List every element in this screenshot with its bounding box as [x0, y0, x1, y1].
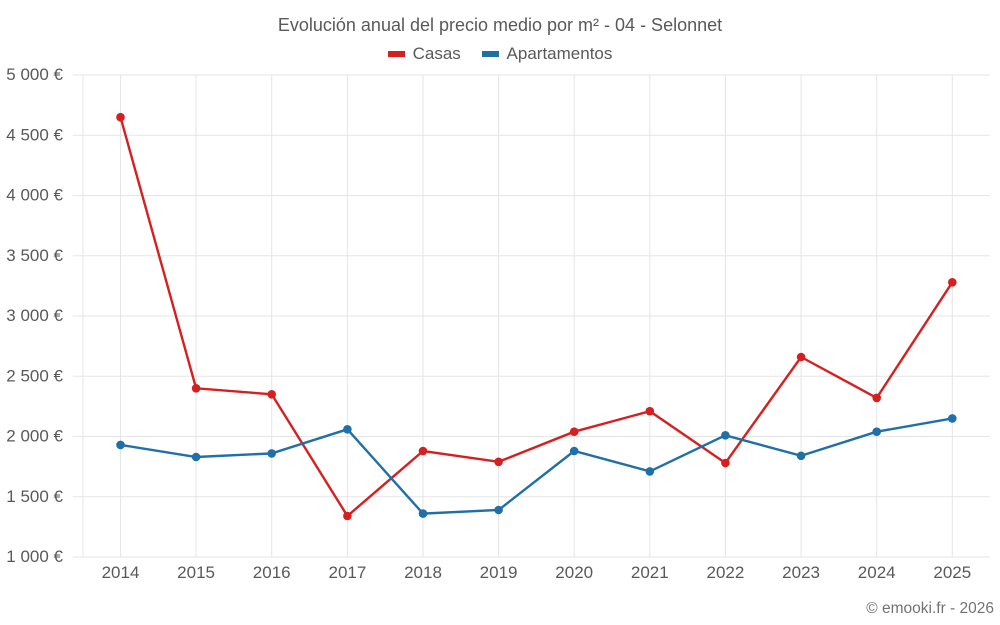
svg-text:3 500 €: 3 500 € — [6, 246, 63, 265]
svg-text:1 000 €: 1 000 € — [6, 547, 63, 566]
svg-text:2 000 €: 2 000 € — [6, 427, 63, 446]
svg-text:2021: 2021 — [631, 563, 669, 582]
svg-text:2017: 2017 — [328, 563, 366, 582]
svg-text:5 000 €: 5 000 € — [6, 65, 63, 84]
svg-text:2020: 2020 — [555, 563, 593, 582]
svg-text:2019: 2019 — [480, 563, 518, 582]
svg-text:2025: 2025 — [933, 563, 971, 582]
svg-text:2024: 2024 — [858, 563, 896, 582]
svg-text:2015: 2015 — [177, 563, 215, 582]
svg-text:1 500 €: 1 500 € — [6, 487, 63, 506]
svg-text:2022: 2022 — [706, 563, 744, 582]
svg-text:4 500 €: 4 500 € — [6, 125, 63, 144]
svg-text:3 000 €: 3 000 € — [6, 306, 63, 325]
svg-text:2014: 2014 — [102, 563, 140, 582]
svg-text:2 500 €: 2 500 € — [6, 366, 63, 385]
svg-text:4 000 €: 4 000 € — [6, 186, 63, 205]
svg-text:2016: 2016 — [253, 563, 291, 582]
svg-text:2023: 2023 — [782, 563, 820, 582]
svg-text:2018: 2018 — [404, 563, 442, 582]
